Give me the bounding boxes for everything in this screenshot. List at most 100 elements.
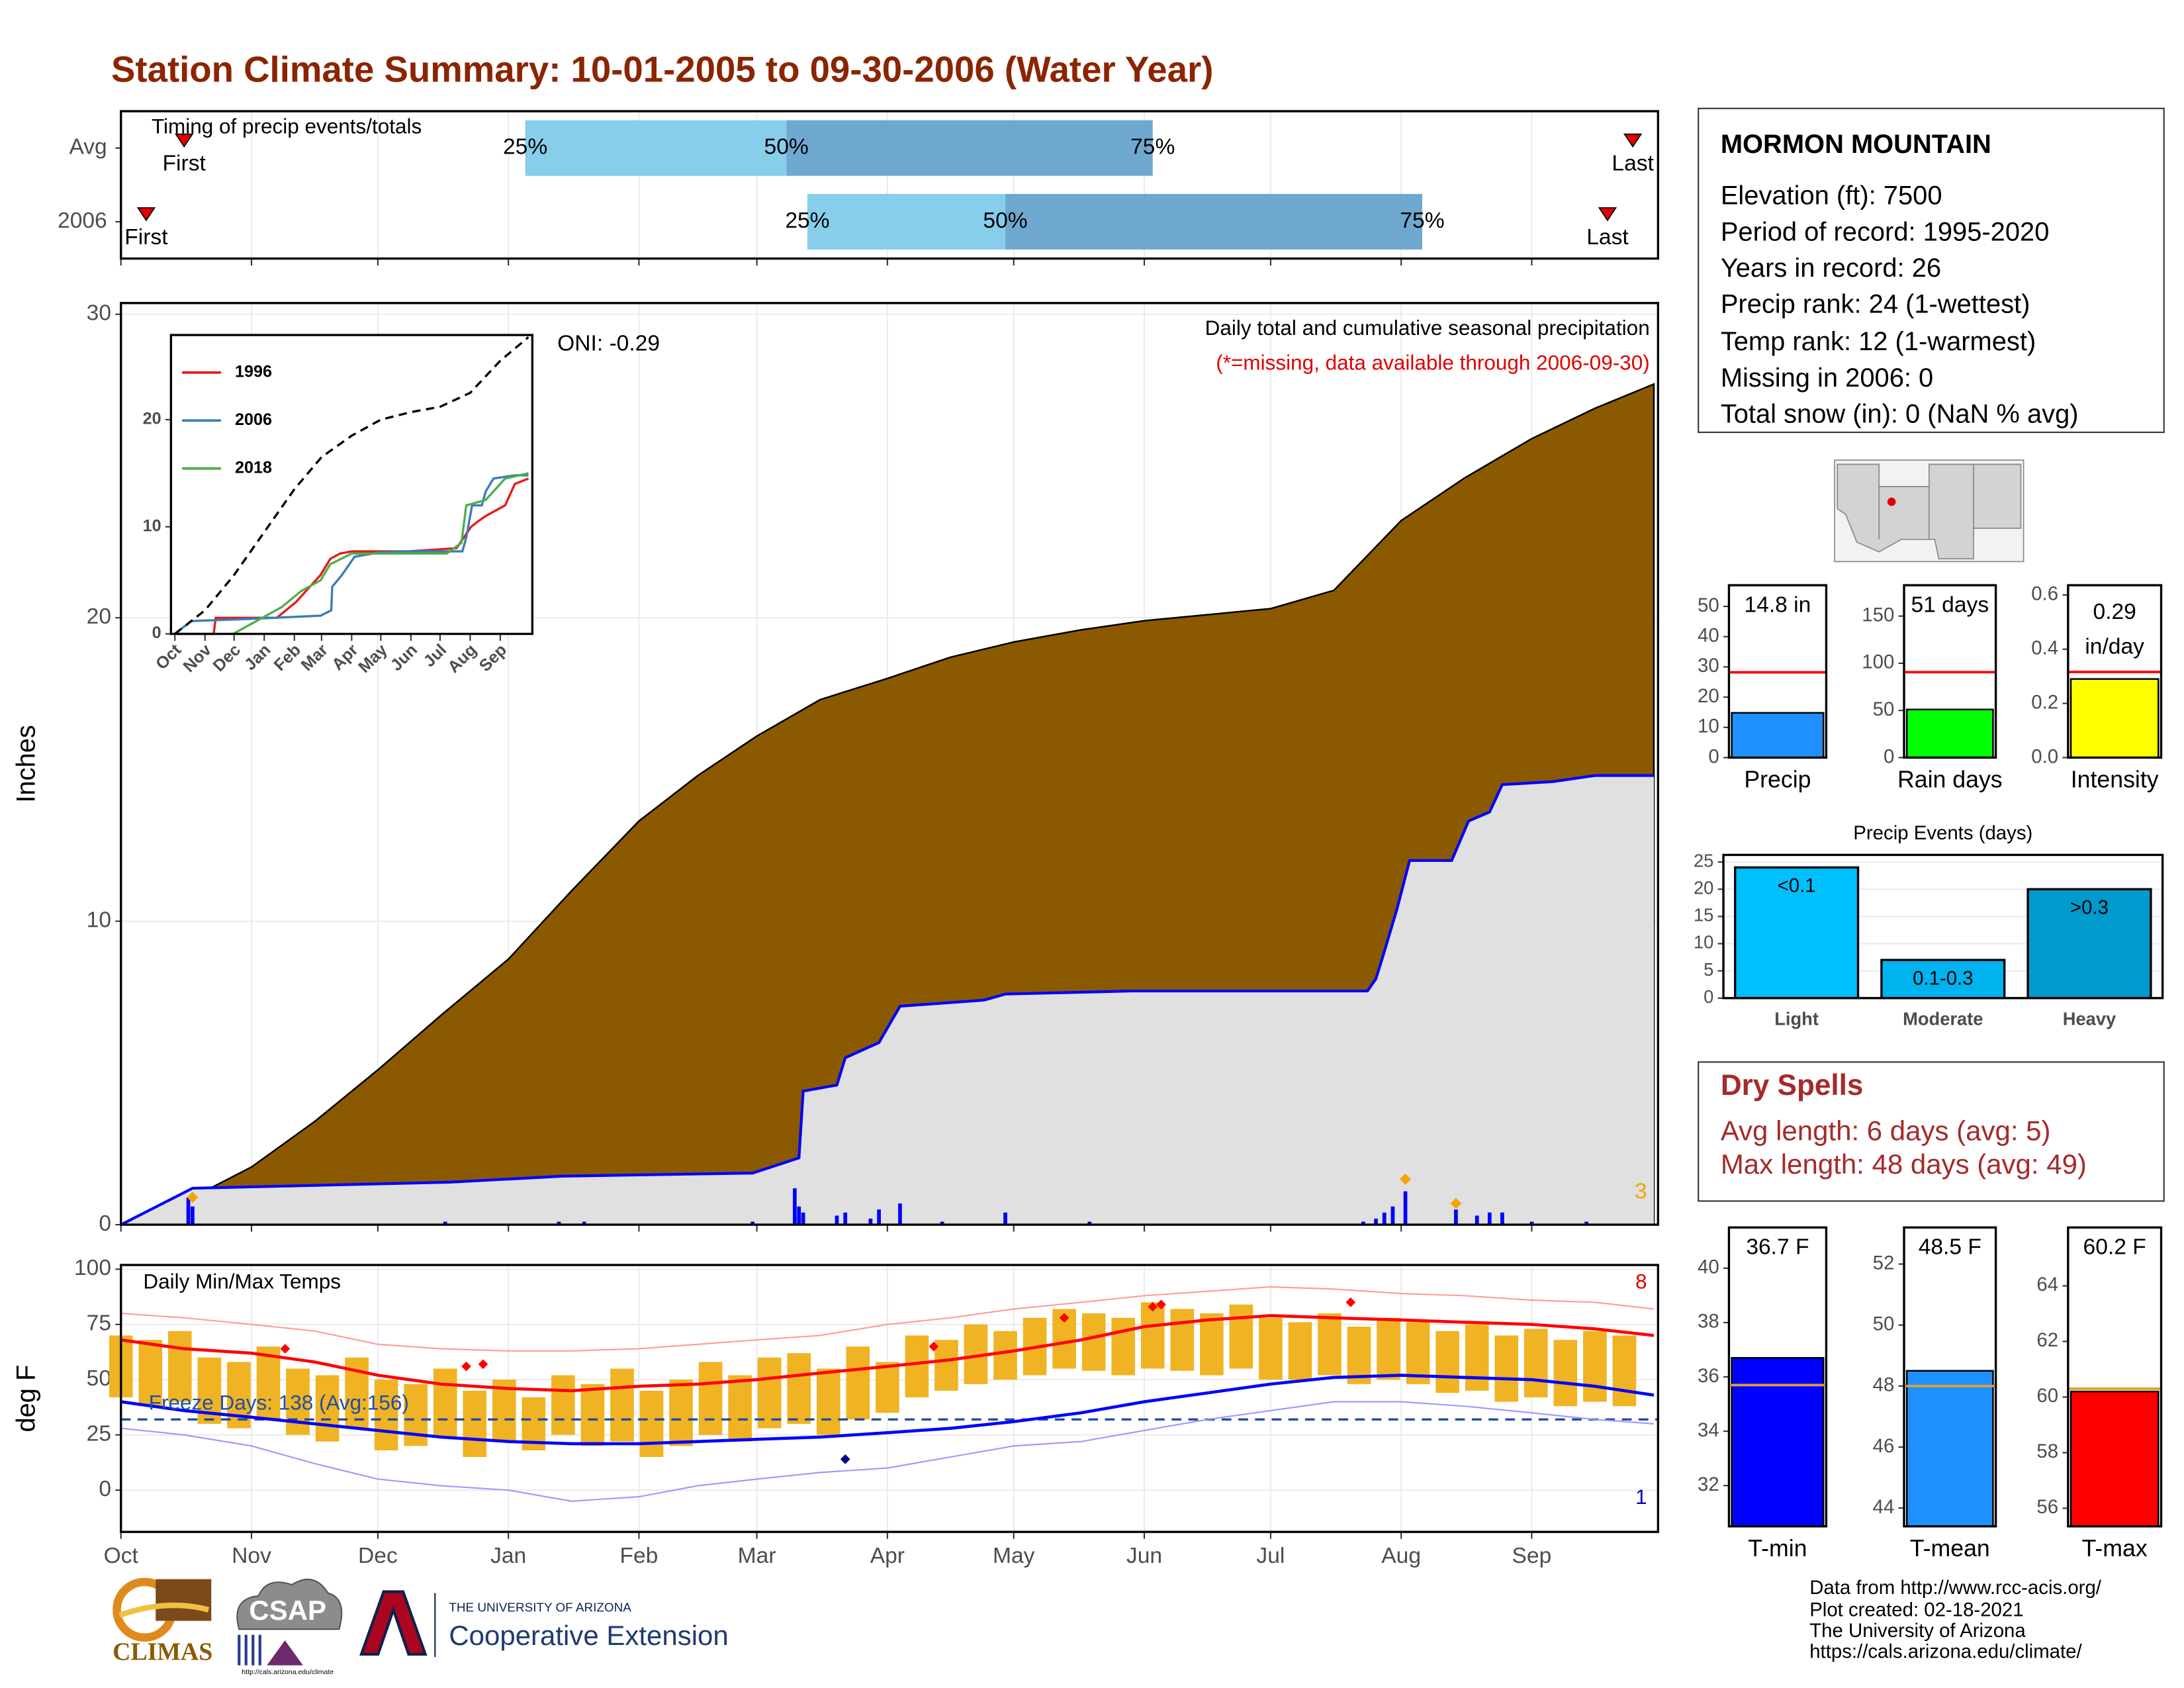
quartile-bar bbox=[525, 120, 787, 176]
y-tick-label: 75 bbox=[87, 1311, 111, 1336]
y-tick-label: 5 bbox=[1704, 959, 1713, 980]
chart-title: Daily Min/Max Temps bbox=[143, 1270, 341, 1293]
y-tick-label: 0.2 bbox=[2031, 691, 2058, 713]
y-tick-label: 30 bbox=[87, 301, 111, 326]
daily-bar bbox=[898, 1203, 902, 1225]
quartile-label: 50% bbox=[983, 209, 1027, 233]
logo-shape bbox=[267, 1640, 303, 1665]
panel-border bbox=[2067, 1226, 2163, 1528]
logo-text: http://cals.arizona.edu/climate bbox=[242, 1669, 334, 1676]
y-tick-label: 40 bbox=[1698, 625, 1719, 647]
daily-bar bbox=[557, 1221, 561, 1225]
daily-range-bar bbox=[551, 1375, 575, 1435]
daily-range-bar bbox=[1081, 1313, 1106, 1371]
y-tick-label: 32 bbox=[1698, 1474, 1719, 1495]
x-axis-label: T-mean bbox=[1910, 1535, 1990, 1562]
panel-border bbox=[1727, 1226, 1828, 1528]
daily-bar bbox=[792, 1188, 797, 1225]
logo-text: CSAP bbox=[249, 1595, 326, 1626]
event-label: Last bbox=[1586, 225, 1629, 250]
y-tick-label: 38 bbox=[1698, 1311, 1719, 1333]
quartile-label: 75% bbox=[1130, 135, 1175, 160]
y-tick-label: 36 bbox=[1698, 1365, 1719, 1387]
daily-bar bbox=[751, 1221, 755, 1225]
bar-label: 0.1-0.3 bbox=[1913, 967, 1973, 989]
y-tick-label: 30 bbox=[1698, 655, 1719, 677]
chart-title: Daily total and cumulative seasonal prec… bbox=[1205, 316, 1650, 340]
y-tick-label: 10 bbox=[143, 516, 161, 535]
series-line bbox=[232, 472, 529, 635]
station-line: Elevation (ft): 7500 bbox=[1721, 181, 1942, 211]
y-axis-label: deg F bbox=[12, 1365, 41, 1432]
x-axis-label: Precip bbox=[1744, 767, 1811, 793]
y-tick-label: 100 bbox=[1862, 651, 1894, 673]
logo-shape bbox=[359, 1590, 428, 1656]
x-tick-label: Dec bbox=[358, 1544, 398, 1568]
chart-subtitle: (*=missing, data available through 2006-… bbox=[1216, 351, 1649, 375]
y-tick-label: 0.0 bbox=[2031, 745, 2058, 767]
value-label: 48.5 F bbox=[1919, 1235, 1981, 1260]
bar bbox=[2026, 888, 2152, 1000]
daily-range-bar bbox=[1406, 1322, 1430, 1384]
y-tick-label: 50 bbox=[1873, 698, 1895, 720]
daily-range-bar bbox=[138, 1340, 163, 1407]
max-count-label: 8 bbox=[1635, 1270, 1647, 1293]
y-tick-label: 0 bbox=[99, 1477, 111, 1501]
y-tick-label: 34 bbox=[1698, 1419, 1719, 1441]
event-label: First bbox=[163, 152, 206, 176]
panel-border bbox=[1903, 584, 1997, 759]
daily-bar bbox=[582, 1221, 586, 1225]
x-axis-label: Intensity bbox=[2071, 767, 2159, 793]
legend-label: 2006 bbox=[235, 410, 272, 429]
row-label: Avg bbox=[69, 135, 107, 160]
daily-bar bbox=[443, 1221, 447, 1225]
min-count-label: 1 bbox=[1635, 1485, 1647, 1509]
quartile-bar bbox=[786, 120, 1153, 176]
daily-range-bar bbox=[934, 1340, 958, 1391]
quartile-label: 50% bbox=[764, 135, 809, 160]
panel-border bbox=[169, 334, 534, 635]
value-label: 60.2 F bbox=[2083, 1235, 2146, 1260]
value-label: 14.8 in bbox=[1745, 592, 1811, 617]
logo-shape bbox=[236, 1578, 343, 1630]
x-tick-label: Oct bbox=[104, 1544, 139, 1568]
bar-label: >0.3 bbox=[2070, 896, 2109, 918]
y-tick-label: 10 bbox=[1698, 716, 1719, 737]
x-axis-label: T-max bbox=[2082, 1535, 2148, 1562]
y-axis-label: Inches bbox=[12, 725, 41, 802]
daily-bar bbox=[186, 1197, 191, 1225]
daily-bar bbox=[1382, 1212, 1387, 1225]
value-label: 36.7 F bbox=[1746, 1235, 1809, 1260]
daily-range-bar bbox=[1377, 1317, 1400, 1380]
station-dot bbox=[1887, 497, 1896, 506]
temperature-line bbox=[120, 1374, 1655, 1446]
y-tick-label: 48 bbox=[1873, 1374, 1895, 1396]
daily-range-bar bbox=[876, 1362, 899, 1413]
daily-bar bbox=[191, 1206, 195, 1225]
daily-range-bar bbox=[433, 1368, 457, 1437]
daily-bar bbox=[1374, 1218, 1378, 1225]
y-tick-label: 46 bbox=[1873, 1435, 1895, 1457]
daily-range-bar bbox=[1170, 1309, 1195, 1371]
x-tick-label: Jan bbox=[490, 1544, 526, 1568]
daily-range-bar bbox=[315, 1375, 340, 1442]
x-tick-label: Light bbox=[1774, 1009, 1819, 1029]
x-tick-label: Aug bbox=[1381, 1544, 1421, 1568]
logo-text: Cooperative Extension bbox=[449, 1620, 728, 1651]
y-tick-label: 0 bbox=[1708, 745, 1719, 767]
locator-map bbox=[1834, 459, 2025, 563]
y-tick-label: 15 bbox=[1694, 905, 1713, 925]
daily-range-bar bbox=[1612, 1335, 1637, 1407]
daily-range-bar bbox=[639, 1390, 664, 1458]
station-name: MORMON MOUNTAIN bbox=[1721, 130, 1991, 159]
temperature-line bbox=[120, 1401, 1655, 1502]
daily-bar bbox=[797, 1206, 801, 1225]
event-label: First bbox=[124, 225, 168, 250]
daily-bar bbox=[835, 1215, 839, 1225]
y-tick-label: 64 bbox=[2036, 1274, 2058, 1295]
y-tick-label: 10 bbox=[1694, 932, 1713, 953]
daily-range-bar bbox=[1465, 1324, 1489, 1391]
x-tick-label: Moderate bbox=[1903, 1009, 1983, 1029]
y-tick-label: 0.4 bbox=[2031, 637, 2058, 659]
